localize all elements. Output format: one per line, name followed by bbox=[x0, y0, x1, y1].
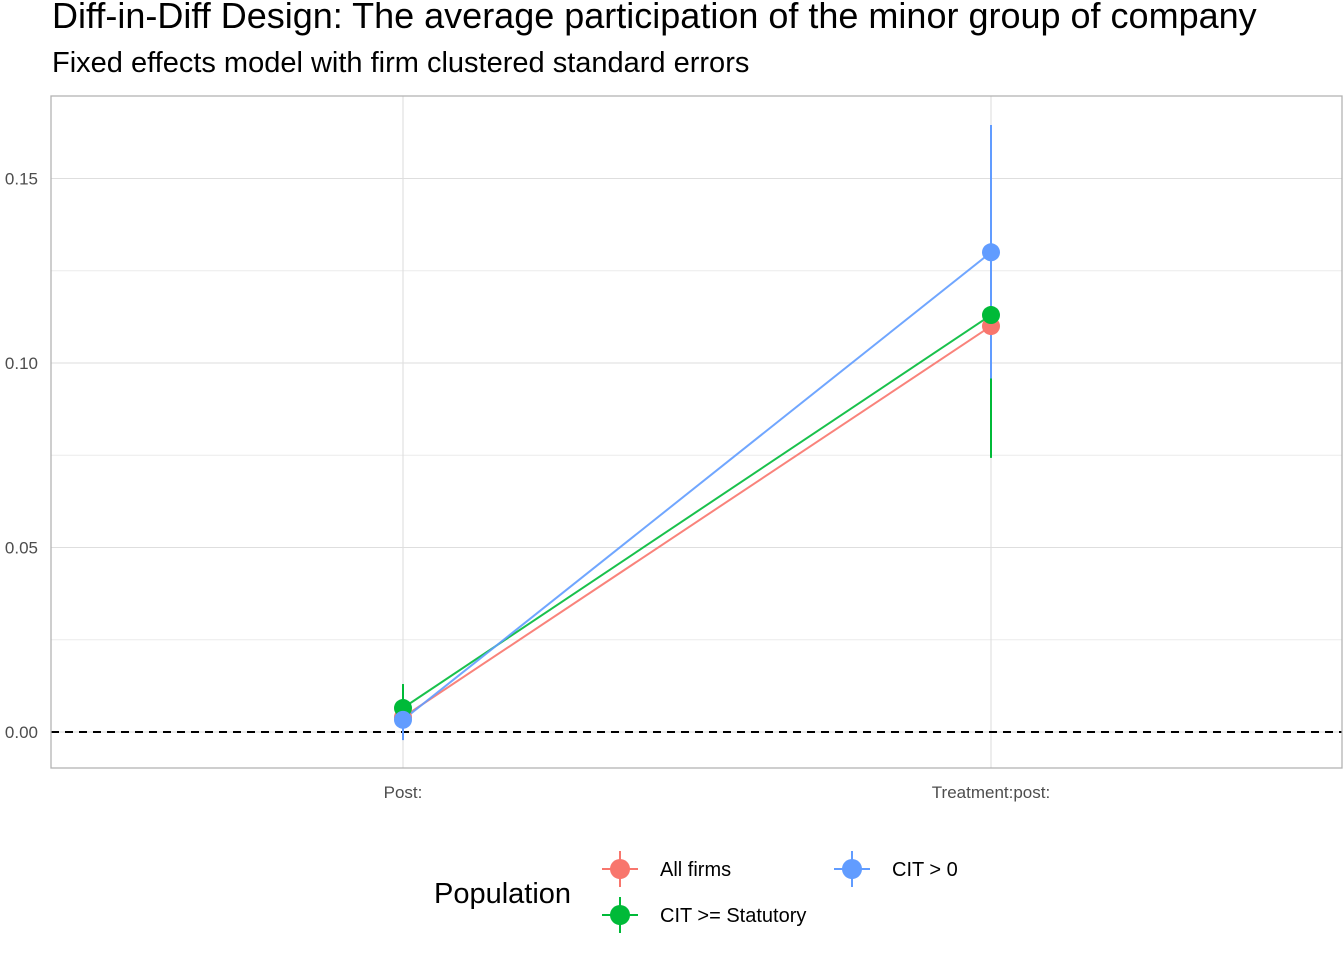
legend-item-cit-0: CIT > 0 bbox=[834, 851, 958, 887]
legend-key-point bbox=[610, 905, 630, 925]
y-tick-label: 0.00 bbox=[5, 723, 38, 742]
y-tick-label: 0.15 bbox=[5, 170, 38, 189]
data-point-cit-0 bbox=[394, 710, 412, 729]
legend: Population All firms CIT >= Statutory CIT >… bbox=[434, 851, 958, 933]
data-point-cit-0 bbox=[982, 243, 1000, 262]
chart-subtitle: Fixed effects model with firm clustered … bbox=[52, 47, 750, 79]
legend-key-point bbox=[610, 859, 630, 879]
grid-layer bbox=[51, 96, 1342, 768]
error-bars-layer bbox=[402, 124, 992, 741]
points-layer bbox=[394, 243, 1000, 729]
legend-label: CIT >= Statutory bbox=[660, 905, 806, 927]
y-tick-label: 0.05 bbox=[5, 539, 38, 558]
legend-item-all-firms: All firms bbox=[602, 851, 731, 887]
legend-title: Population bbox=[434, 878, 571, 910]
legend-label: CIT > 0 bbox=[892, 859, 958, 881]
panel-border bbox=[50, 95, 1343, 769]
chart-title: Diff-in-Diff Design: The average partici… bbox=[52, 0, 1257, 36]
legend-item-cit-statutory: CIT >= Statutory bbox=[602, 897, 806, 933]
data-point-cit-statutory bbox=[982, 306, 1000, 325]
series-lines-layer bbox=[402, 251, 992, 721]
x-tick-label: Post: bbox=[384, 783, 423, 802]
legend-key-point bbox=[842, 859, 862, 879]
series-line-cit-0 bbox=[402, 251, 992, 721]
series-line-all-firms bbox=[402, 325, 992, 719]
legend-label: All firms bbox=[660, 859, 731, 881]
axis-labels-layer: 0.00 0.05 0.10 0.15 Post: Treatment:post: bbox=[5, 170, 1050, 803]
y-tick-label: 0.10 bbox=[5, 354, 38, 373]
x-tick-label: Treatment:post: bbox=[932, 783, 1050, 802]
